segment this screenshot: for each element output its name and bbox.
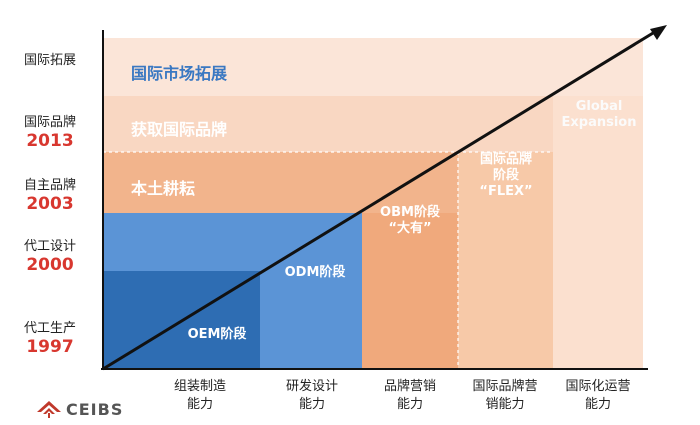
band-acquire-brand	[103, 96, 553, 152]
year-2013: 2013	[26, 131, 74, 151]
ceibs-logo-icon	[37, 401, 61, 418]
stage-obm: OBM阶段 “大有”	[380, 205, 440, 236]
stage-oem: OEM阶段	[187, 327, 247, 342]
stage-flex: 国际品牌 阶段 “FLEX”	[479, 152, 533, 199]
growth-arrow-line	[102, 28, 659, 371]
y-label-oem: 代工生产 1997	[0, 320, 100, 357]
year-2003: 2003	[26, 194, 74, 214]
band-local-cultivation	[103, 152, 458, 213]
year-2000: 2000	[26, 255, 74, 275]
band-label-local-cultivation: 本土耕耘	[131, 179, 196, 198]
column-global-expansion	[553, 96, 643, 368]
y-label-international-expansion: 国际拓展	[23, 53, 76, 68]
stage-global-expansion: Global Expansion	[561, 99, 637, 130]
x-label-intl-operations: 国际化运营 能力	[565, 379, 631, 412]
x-label-intl-brand-marketing: 国际品牌营 销能力	[472, 379, 538, 412]
band-international-expansion	[103, 38, 643, 96]
x-label-brand-marketing: 品牌营销 能力	[383, 379, 436, 412]
x-label-assembly: 组装制造 能力	[173, 379, 226, 412]
band-label-international-expansion: 国际市场拓展	[131, 64, 228, 83]
band-label-acquire-brand: 获取国际品牌	[131, 120, 228, 139]
growth-arrow-head	[650, 25, 667, 40]
ceibs-logo-text: CEIBS	[66, 400, 124, 419]
stage-odm: ODM阶段	[284, 265, 346, 280]
y-label-own-brand: 自主品牌 2003	[0, 177, 100, 214]
column-flex	[458, 152, 553, 368]
column-obm	[362, 213, 458, 368]
year-1997: 1997	[26, 337, 74, 357]
y-label-odm: 代工设计 2000	[0, 238, 100, 275]
x-label-rnd: 研发设计 能力	[285, 379, 338, 412]
y-label-international-brand: 国际品牌 2013	[0, 114, 100, 151]
